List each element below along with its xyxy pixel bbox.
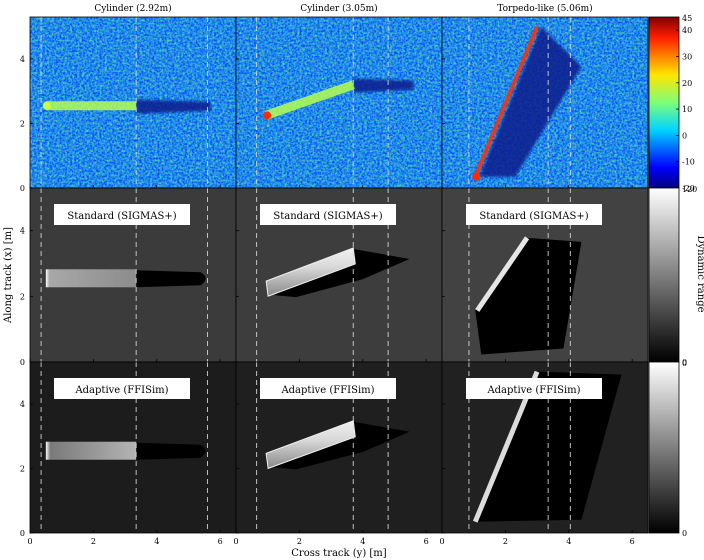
sim-shadow bbox=[274, 421, 410, 470]
row-label-box bbox=[260, 378, 396, 399]
x-axis-label: Cross track (y) [m] bbox=[291, 548, 387, 559]
sonar-echo bbox=[472, 172, 481, 181]
sim-object bbox=[45, 269, 137, 288]
row-label-box bbox=[466, 204, 602, 225]
sonar-shadow bbox=[479, 26, 582, 177]
y-tick-label: 0 bbox=[20, 358, 25, 367]
x-tick-label: 0 bbox=[439, 537, 444, 546]
sonar-shadow bbox=[353, 78, 414, 93]
y-tick-label: 4 bbox=[20, 400, 25, 409]
sonar-echo bbox=[42, 101, 51, 110]
colorbar-top-label: 45 bbox=[682, 14, 692, 23]
panel-sim-2: Standard (SIGMAS+) bbox=[235, 187, 443, 363]
panel-sim-3: Adaptive (FFISim) 0 2 4 6 bbox=[439, 361, 649, 546]
panel-sim-2: Adaptive (FFISim) 0 2 4 6 bbox=[233, 361, 443, 546]
y-tick-label: 2 bbox=[20, 292, 25, 301]
sim-shadow bbox=[475, 237, 582, 355]
colorbar-label: Dynamic range bbox=[695, 235, 704, 312]
panel-sim-3: Standard (SIGMAS+) bbox=[441, 187, 649, 363]
colorbar-tick-label: 40 bbox=[682, 26, 692, 35]
x-tick-label: 2 bbox=[297, 537, 302, 546]
sim-object bbox=[475, 236, 530, 312]
y-tick-label: 2 bbox=[20, 464, 25, 473]
row-label: Adaptive (FFISim) bbox=[280, 385, 374, 396]
sonar-echo bbox=[263, 111, 272, 120]
x-tick-label: 4 bbox=[566, 537, 571, 546]
panel-sonar-2 bbox=[235, 16, 443, 189]
row-label: Adaptive (FFISim) bbox=[486, 385, 580, 396]
y-tick-label: 4 bbox=[20, 55, 25, 64]
panel-sim-1: Standard (SIGMAS+) 0 2 4 bbox=[20, 187, 237, 367]
sim-object bbox=[265, 247, 356, 297]
sonar-highlight bbox=[264, 80, 355, 120]
x-tick-label: 6 bbox=[630, 537, 635, 546]
colorbar-top-label: 120 bbox=[682, 185, 697, 194]
column-title: Torpedo-like (5.06m) bbox=[497, 3, 592, 14]
x-tick-label: 4 bbox=[360, 537, 365, 546]
row-label-box bbox=[260, 204, 396, 225]
row-label: Adaptive (FFISim) bbox=[74, 385, 168, 396]
colorbar-gradient bbox=[648, 187, 680, 363]
sim-object bbox=[265, 420, 356, 470]
y-tick-label: 0 bbox=[20, 184, 25, 193]
row-label: Standard (SIGMAS+) bbox=[479, 211, 588, 222]
row-label-box bbox=[466, 378, 602, 399]
panel-frame bbox=[441, 361, 649, 534]
sim-shadow bbox=[136, 270, 206, 288]
y-tick-label: 2 bbox=[20, 119, 25, 128]
column-title: Cylinder (2.92m) bbox=[94, 3, 171, 14]
colorbar-bottom: 00 bbox=[648, 359, 687, 538]
row-label-box bbox=[54, 204, 190, 225]
sim-shadow bbox=[274, 248, 410, 298]
x-tick-label: 0 bbox=[27, 537, 32, 546]
row-label-box bbox=[54, 378, 190, 399]
y-axis-label: Along track (x) [m] bbox=[3, 227, 14, 324]
x-tick-label: 0 bbox=[233, 537, 238, 546]
x-tick-label: 6 bbox=[218, 537, 223, 546]
x-tick-label: 2 bbox=[503, 537, 508, 546]
sim-shadow bbox=[136, 442, 206, 460]
colorbar-tick-label: 0 bbox=[682, 131, 687, 140]
colorbar-gradient bbox=[648, 16, 680, 189]
panel-sonar-1: 0 2 4 bbox=[20, 16, 237, 193]
colorbar-bottom-label: 0 bbox=[682, 358, 687, 367]
panel-sim-1: Adaptive (FFISim) 0 2 4 0 2 4 6 bbox=[20, 361, 237, 546]
y-tick-label: 0 bbox=[20, 529, 25, 538]
colorbar-bottom-label: 0 bbox=[682, 529, 687, 538]
colorbar-tick-label: 20 bbox=[682, 79, 692, 88]
sim-object bbox=[45, 441, 137, 460]
colorbar-bottom-label: -20 bbox=[682, 184, 695, 193]
colorbar-gradient bbox=[648, 361, 680, 534]
panel-sonar-3 bbox=[441, 16, 649, 189]
colorbar-middle: 120 0 bbox=[648, 185, 697, 367]
colorbar-tick-label: 30 bbox=[682, 52, 692, 61]
colorbar-top: 45 -20 -10 0 10 20 30 40 bbox=[648, 14, 695, 193]
colorbar-tick-label: -10 bbox=[682, 158, 695, 167]
y-tick-label: 4 bbox=[20, 227, 25, 236]
row-label: Standard (SIGMAS+) bbox=[273, 211, 382, 222]
sonar-highlight bbox=[473, 25, 539, 178]
x-tick-label: 4 bbox=[154, 537, 159, 546]
column-title: Cylinder (3.05m) bbox=[300, 3, 377, 14]
colorbar-tick-label: 10 bbox=[682, 105, 692, 114]
row-label: Standard (SIGMAS+) bbox=[67, 211, 176, 222]
x-tick-label: 2 bbox=[91, 537, 96, 546]
x-tick-label: 6 bbox=[424, 537, 429, 546]
colorbar-top-label: 0 bbox=[682, 359, 687, 368]
sonar-shadow bbox=[136, 99, 211, 114]
